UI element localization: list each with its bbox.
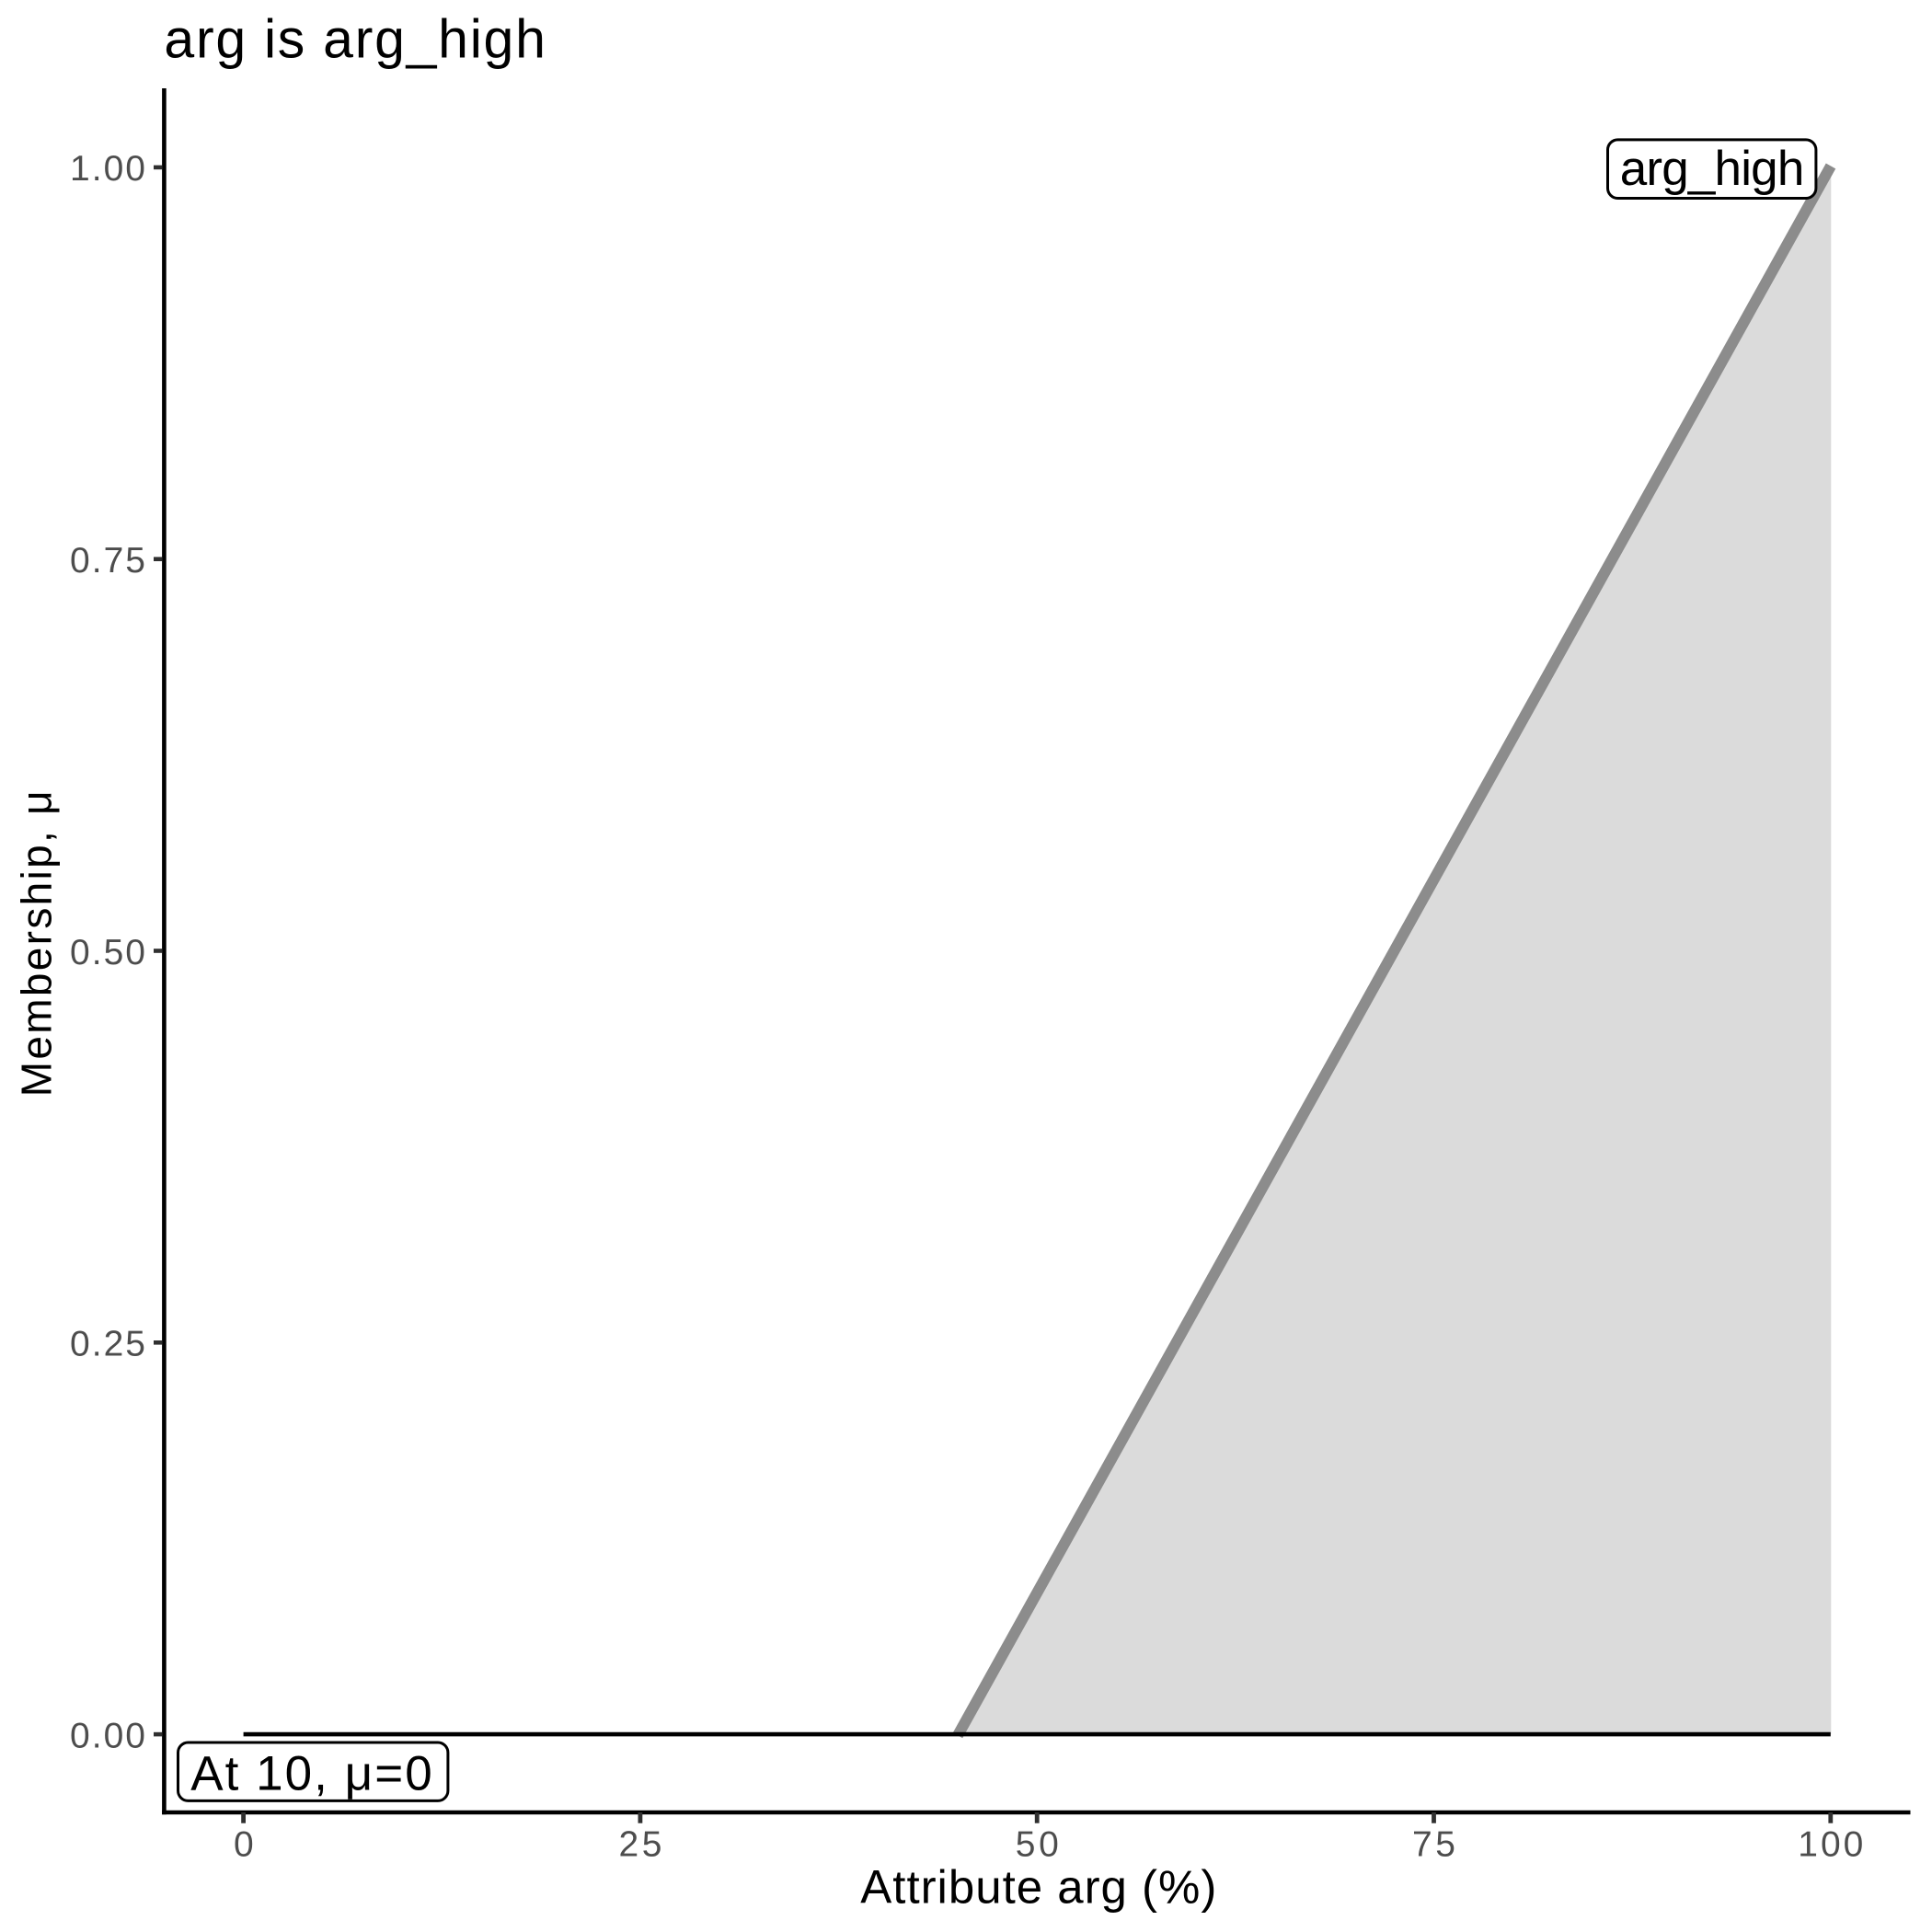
svg-text:Attribute arg (%): Attribute arg (%) — [860, 1860, 1216, 1913]
svg-text:At 10, μ=0: At 10, μ=0 — [190, 1746, 431, 1800]
svg-text:arg_high: arg_high — [1620, 142, 1805, 196]
svg-text:arg is arg_high: arg is arg_high — [164, 8, 546, 69]
svg-text:0.50: 0.50 — [70, 933, 145, 972]
svg-text:0: 0 — [234, 1825, 254, 1865]
svg-text:0.25: 0.25 — [70, 1325, 145, 1364]
svg-text:0.75: 0.75 — [70, 541, 145, 581]
svg-text:100: 100 — [1798, 1825, 1863, 1865]
svg-text:0.00: 0.00 — [70, 1716, 145, 1755]
svg-text:1.00: 1.00 — [70, 149, 145, 189]
svg-text:Membership, μ: Membership, μ — [12, 790, 60, 1097]
